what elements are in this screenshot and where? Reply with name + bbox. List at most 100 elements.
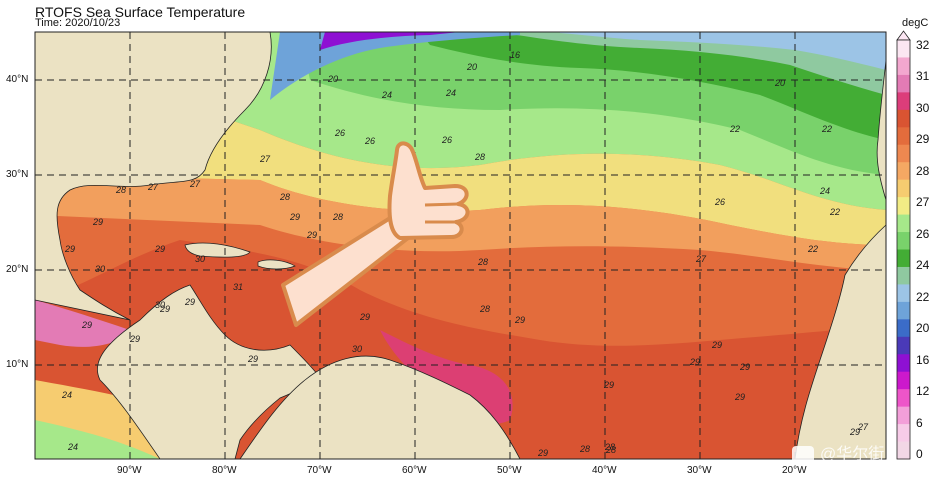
contour-label: 28 — [477, 257, 488, 267]
contour-label: 30 — [155, 300, 165, 310]
contour-label: 28 — [332, 212, 343, 222]
contour-label: 22 — [807, 244, 818, 254]
contour-label: 29 — [159, 304, 170, 314]
watermark-logo-icon — [792, 445, 814, 464]
zone-24c-pacific — [35, 420, 160, 459]
contour-label: 27 — [695, 254, 707, 264]
lat-label-20n: 20°N — [6, 264, 29, 275]
colorbar-swatch — [897, 127, 910, 146]
colorbar-swatch — [897, 179, 910, 198]
colorbar-swatch — [897, 336, 910, 355]
contour-label: 29 — [154, 244, 165, 254]
colorbar-swatch — [897, 232, 910, 250]
contour-label: 24 — [819, 186, 830, 196]
contour-label: 30 — [95, 264, 105, 274]
zone-16c — [270, 32, 520, 100]
contour-label: 29 — [734, 392, 745, 402]
contour-label: 28 — [279, 192, 290, 202]
map-field — [35, 32, 886, 459]
colorbar-swatch — [897, 74, 910, 93]
contour-label: 30 — [352, 344, 362, 354]
north-america-land — [35, 32, 272, 321]
contour-label: 29 — [247, 354, 258, 364]
colorbar-tick-label: 0 — [916, 447, 923, 461]
colorbar-swatch — [897, 40, 910, 58]
contour-label: 30 — [195, 254, 205, 264]
contour-label: 22 — [729, 124, 740, 134]
colorbar-swatch — [897, 424, 910, 443]
watermark: @华尔街 — [792, 440, 884, 464]
contour-label: 27 — [857, 422, 869, 432]
lon-label-20w: 20°W — [782, 465, 807, 476]
colorbar-swatch — [897, 284, 910, 303]
contour-label: 28 — [479, 304, 490, 314]
map-title: RTOFS Sea Surface Temperature — [35, 4, 246, 20]
time-label: Time: 2020/10/23 — [35, 17, 121, 29]
graticule — [35, 32, 886, 459]
colorbar-swatch — [897, 92, 910, 111]
contour-label: 27 — [189, 179, 201, 189]
contour-label: 20 — [327, 74, 338, 84]
zone-31c-pacific — [35, 300, 130, 347]
colorbar-tick-label: 20 — [916, 321, 930, 336]
colorbar-swatch — [897, 162, 910, 181]
lon-label-40w: 40°W — [592, 465, 617, 476]
contour-label: 16 — [510, 50, 520, 60]
colorbar-tick-label: 29 — [916, 132, 930, 147]
contour-label: 29 — [184, 297, 195, 307]
colorbar-swatch — [897, 371, 910, 390]
colorbar-frame — [896, 39, 911, 460]
lat-label-40n: 40°N — [6, 74, 29, 85]
contour-label: 24 — [61, 390, 72, 400]
contour-label: 29 — [289, 212, 300, 222]
map-frame — [34, 31, 887, 460]
colorbar-tick-label: 27 — [916, 195, 930, 210]
contour-label: 29 — [689, 357, 700, 367]
contour-label: 22 — [829, 207, 840, 217]
contour-label: 22 — [821, 124, 832, 134]
contour-labels: 20 16 20 20 22 22 24 24 26 27 26 26 28 27 27 28 28 29 28 29… — [61, 50, 869, 458]
contour-label: 28 — [115, 185, 126, 195]
contour-label: 29 — [92, 217, 103, 227]
colorbar-tick-label: 26 — [916, 226, 930, 241]
lon-label-80w: 80°W — [212, 465, 237, 476]
lon-label-60w: 60°W — [402, 465, 427, 476]
colorbar-tick-label: 16 — [916, 352, 930, 367]
contour-label: 29 — [306, 230, 317, 240]
colorbar-swatch — [897, 389, 910, 408]
contour-label: 24 — [67, 442, 78, 452]
colorbar-tick-label: 12 — [916, 384, 930, 399]
contour-label: 20 — [466, 62, 477, 72]
contour-label: 26 — [441, 135, 452, 145]
colorbar-tick-label: 24 — [916, 258, 930, 273]
colorbar-tick-label: 22 — [916, 289, 930, 304]
contour-label: 29 — [81, 320, 92, 330]
contour-label: 29 — [711, 340, 722, 350]
contour-label: 20 — [774, 78, 785, 88]
zone-30c-caribbean — [380, 330, 513, 424]
contour-label: 26 — [714, 197, 725, 207]
colorbar-swatch — [897, 354, 910, 373]
contour-label: 24 — [445, 88, 456, 98]
colorbar-tick-label: 28 — [916, 163, 930, 178]
colorbar-tick-label: 31 — [916, 69, 930, 84]
colorbar-swatch — [897, 214, 910, 233]
thumbs-up-icon — [281, 141, 470, 327]
contour-label: 29 — [64, 244, 75, 254]
contour-label: 31 — [233, 282, 243, 292]
colorbar-max-arrow — [896, 30, 911, 41]
lon-label-70w: 70°W — [307, 465, 332, 476]
colorbar — [896, 30, 911, 460]
colorbar-swatch — [897, 144, 910, 163]
contour-label: 26 — [364, 136, 375, 146]
contour-label: 29 — [129, 334, 140, 344]
contour-label: 24 — [381, 90, 392, 100]
colorbar-tick-label: 6 — [916, 415, 923, 430]
contour-label: 26 — [334, 128, 345, 138]
zone-20c-blue — [560, 32, 886, 70]
colorbar-swatch — [897, 109, 910, 128]
lat-label-10n: 10°N — [6, 359, 29, 370]
cuba-island — [184, 242, 251, 258]
contour-label: 28 — [605, 445, 616, 455]
